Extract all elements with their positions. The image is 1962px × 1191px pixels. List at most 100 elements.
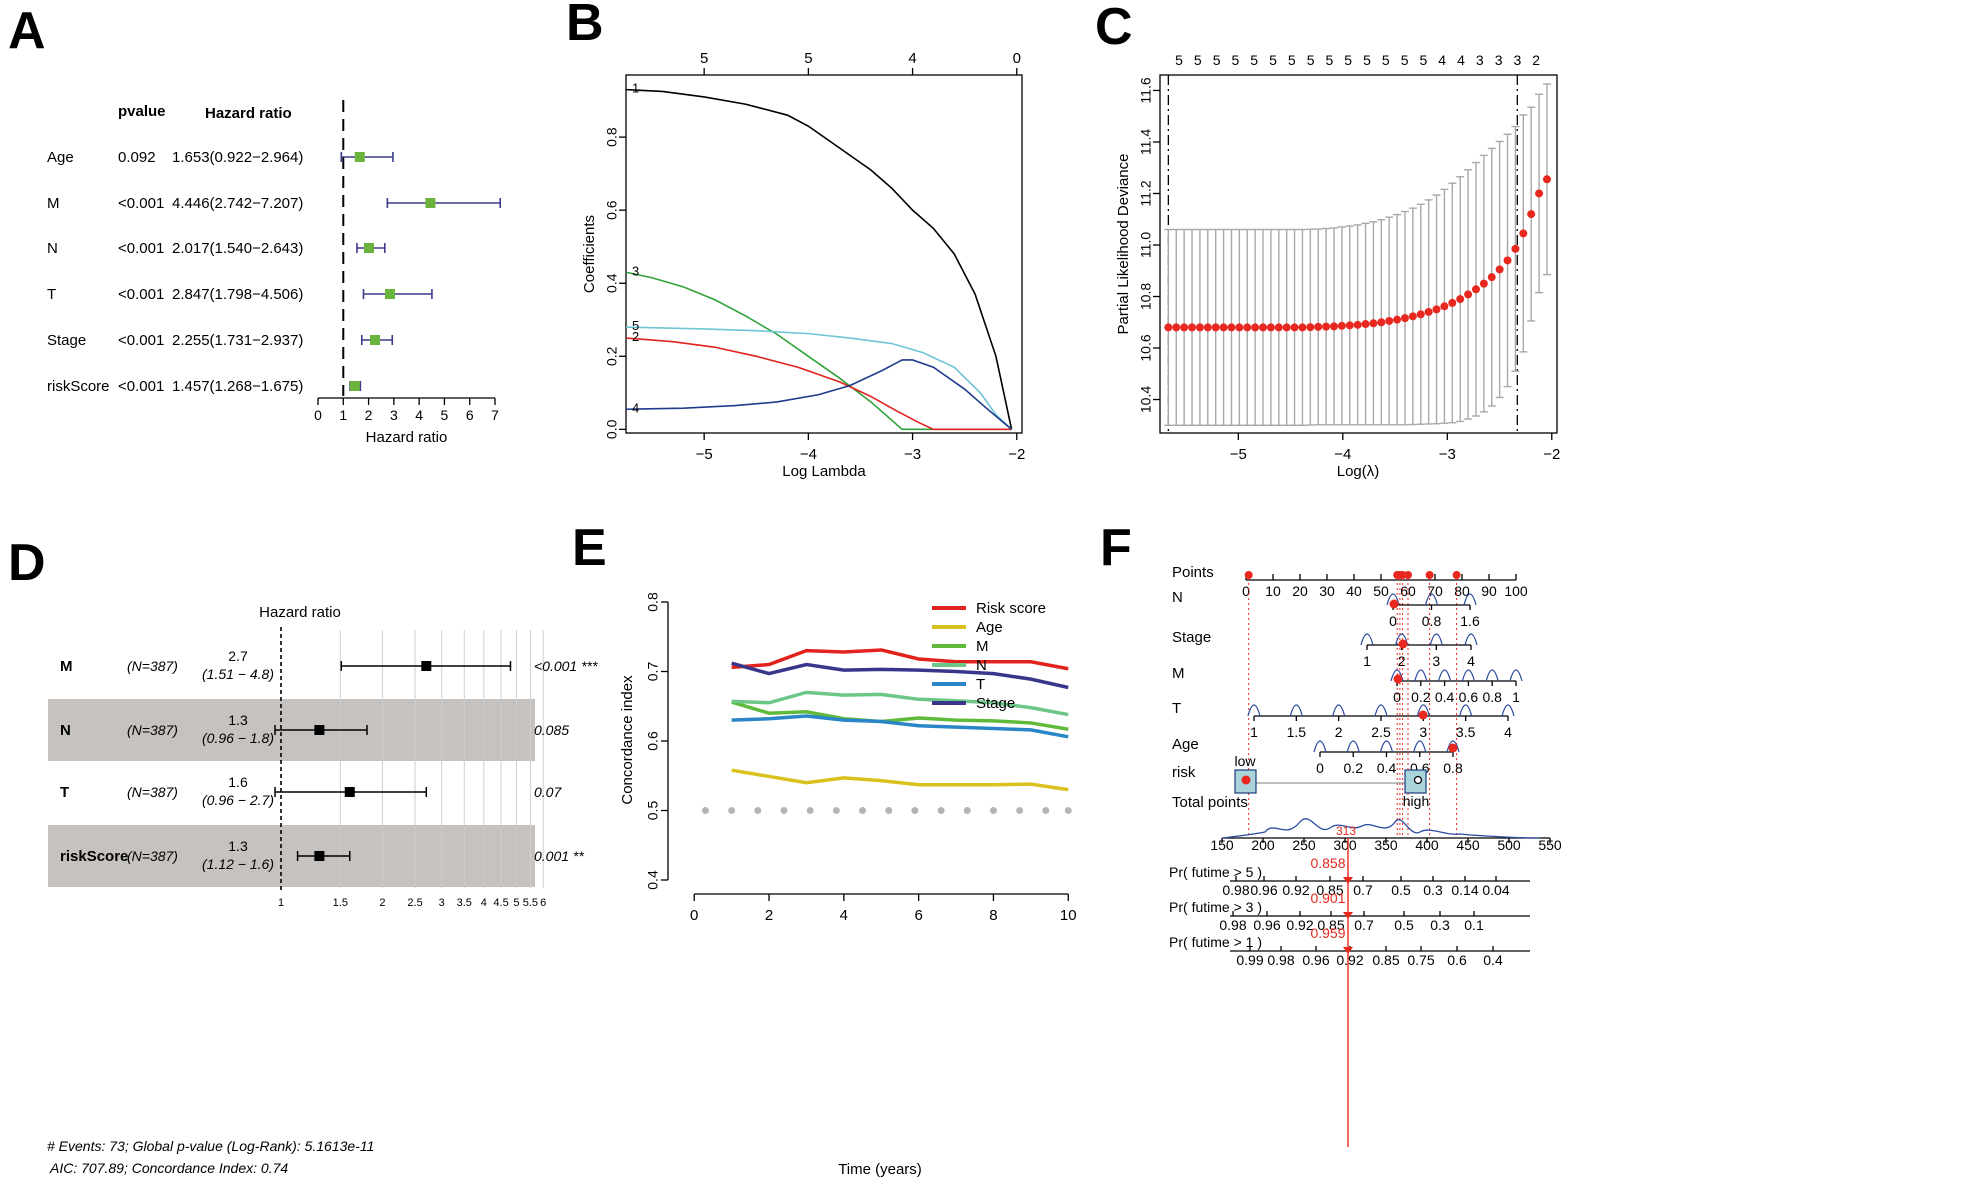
b-y-tick-label: 0.0: [604, 419, 620, 439]
f-variable-tick-label: 0.6: [1459, 689, 1479, 705]
panel-letter-f: F: [1100, 519, 1132, 577]
d-row-pvalue: 0.07: [534, 784, 562, 800]
f-value-dot: [1448, 743, 1458, 753]
f-points-tick-label: 100: [1504, 583, 1528, 599]
b-path-label: 2: [632, 329, 639, 344]
f-risk-high-label: high: [1403, 793, 1429, 809]
a-row-hr-text: 4.446(2.742−7.207): [172, 195, 303, 212]
f-survival-label: Pr( futime > 1 ): [1169, 934, 1262, 950]
c-top-label: 4: [1438, 52, 1446, 68]
e-reference-dot: [806, 807, 814, 814]
f-variable-tick-label: 2.5: [1371, 724, 1391, 740]
e-reference-dot: [911, 807, 919, 814]
f-total-tick-label: 250: [1292, 837, 1316, 853]
a-x-tick-label: 2: [365, 407, 373, 423]
f-survival-tick-label: 0.5: [1394, 917, 1414, 933]
f-survival-tick-label: 0.98: [1219, 917, 1246, 933]
f-survival-tick-label: 0.85: [1316, 882, 1343, 898]
f-survival-tick-label: 0.7: [1353, 882, 1373, 898]
d-x-tick-label: 3: [439, 897, 445, 909]
e-reference-dot: [728, 807, 736, 814]
a-x-tick-label: 1: [339, 407, 347, 423]
f-density-bump: [1289, 704, 1303, 717]
f-risk-dot: [1241, 775, 1251, 785]
f-survival-tick-label: 0.6: [1447, 952, 1467, 968]
f-variable-tick-label: 1: [1512, 689, 1520, 705]
f-survival-tick-label: 0.85: [1372, 952, 1399, 968]
c-mean-dot: [1495, 265, 1504, 274]
b-x-axis-label: Log Lambda: [782, 463, 866, 480]
d-row-pvalue: <0.001 ***: [534, 658, 598, 674]
e-series-t: [731, 714, 1069, 739]
e-reference-dot: [859, 807, 867, 814]
c-y-tick-label: 10.8: [1138, 283, 1154, 310]
e-reference-dot: [780, 807, 788, 814]
e-series-n: [731, 690, 1069, 717]
c-mean-dot: [1227, 323, 1236, 332]
c-mean-dot: [1511, 244, 1520, 253]
f-total-tick-label: 550: [1538, 837, 1562, 853]
b-path-3: [625, 271, 1012, 431]
c-mean-dot: [1274, 323, 1283, 332]
a-hr-box: [370, 335, 381, 345]
f-survival-tick-label: 0.75: [1407, 952, 1434, 968]
b-top-tick-label: 5: [804, 50, 812, 67]
panel-letter-d: D: [8, 534, 46, 592]
b-x-tick-label: −5: [696, 446, 713, 463]
f-variable-tick-label: 0.8: [1482, 689, 1502, 705]
c-mean-dot: [1385, 316, 1394, 325]
c-x-tick-label: −3: [1439, 446, 1456, 463]
b-x-tick-label: −4: [800, 446, 817, 463]
d-x-tick-label: 2.5: [407, 897, 422, 909]
a-x-tick-label: 5: [441, 407, 449, 423]
a-header-pvalue: pvalue: [118, 103, 166, 120]
e-reference-dot: [701, 807, 709, 814]
f-density-bump: [1346, 740, 1360, 753]
e-series-age: [731, 768, 1069, 792]
f-variable-tick-label: 2: [1335, 724, 1343, 740]
f-variable-tick-label: 1: [1363, 653, 1371, 669]
a-hr-box: [364, 243, 375, 253]
f-survival-tick-label: 0.92: [1336, 952, 1363, 968]
a-row-label: T: [47, 286, 56, 303]
a-row-pvalue: <0.001: [118, 332, 164, 349]
c-y-tick-label: 11.2: [1138, 180, 1154, 206]
d-row-hr: 2.7: [228, 648, 248, 664]
f-density-bump: [1501, 704, 1515, 717]
f-risk-label: risk: [1172, 764, 1196, 781]
b-y-axis-label: Coefficients: [581, 215, 598, 293]
f-density-bump: [1438, 669, 1452, 682]
a-x-tick-label: 3: [390, 407, 398, 423]
c-mean-dot: [1479, 279, 1488, 288]
e-y-axis-label: Concordance index: [619, 675, 636, 805]
f-density-bump: [1379, 740, 1394, 753]
f-points-tick-label: 10: [1265, 583, 1281, 599]
f-density-bump: [1459, 704, 1473, 717]
f-total-tick-label: 450: [1456, 837, 1480, 853]
d-hr-box: [344, 787, 355, 797]
f-survival-tick-label: 0.3: [1430, 917, 1450, 933]
d-row-label: M: [60, 658, 73, 675]
b-y-tick-label: 0.8: [604, 127, 620, 147]
c-mean-dot: [1487, 273, 1496, 282]
c-mean-dot: [1424, 307, 1433, 316]
a-header-hazard-ratio: Hazard ratio: [205, 105, 292, 122]
c-top-label: 5: [1363, 52, 1371, 68]
c-top-label: 4: [1457, 52, 1465, 68]
d-x-tick-label: 5.5: [523, 897, 538, 909]
d-x-tick-label: 1.5: [333, 897, 348, 909]
c-mean-dot: [1298, 323, 1307, 332]
d-row-ci: (0.96 − 1.8): [202, 730, 274, 746]
c-mean-dot: [1393, 315, 1402, 324]
e-series-stage: [731, 661, 1069, 690]
f-variable-tick-label: 1.5: [1287, 724, 1307, 740]
e-reference-dot: [885, 807, 893, 814]
d-row-n: (N=387): [127, 784, 178, 800]
e-legend-label: Stage: [976, 695, 1015, 712]
c-top-label: 3: [1476, 52, 1484, 68]
c-mean-dot: [1542, 175, 1551, 184]
f-value-dot: [1389, 599, 1399, 609]
f-points-label: Points: [1172, 564, 1214, 581]
e-x-tick-label: 4: [840, 907, 848, 924]
